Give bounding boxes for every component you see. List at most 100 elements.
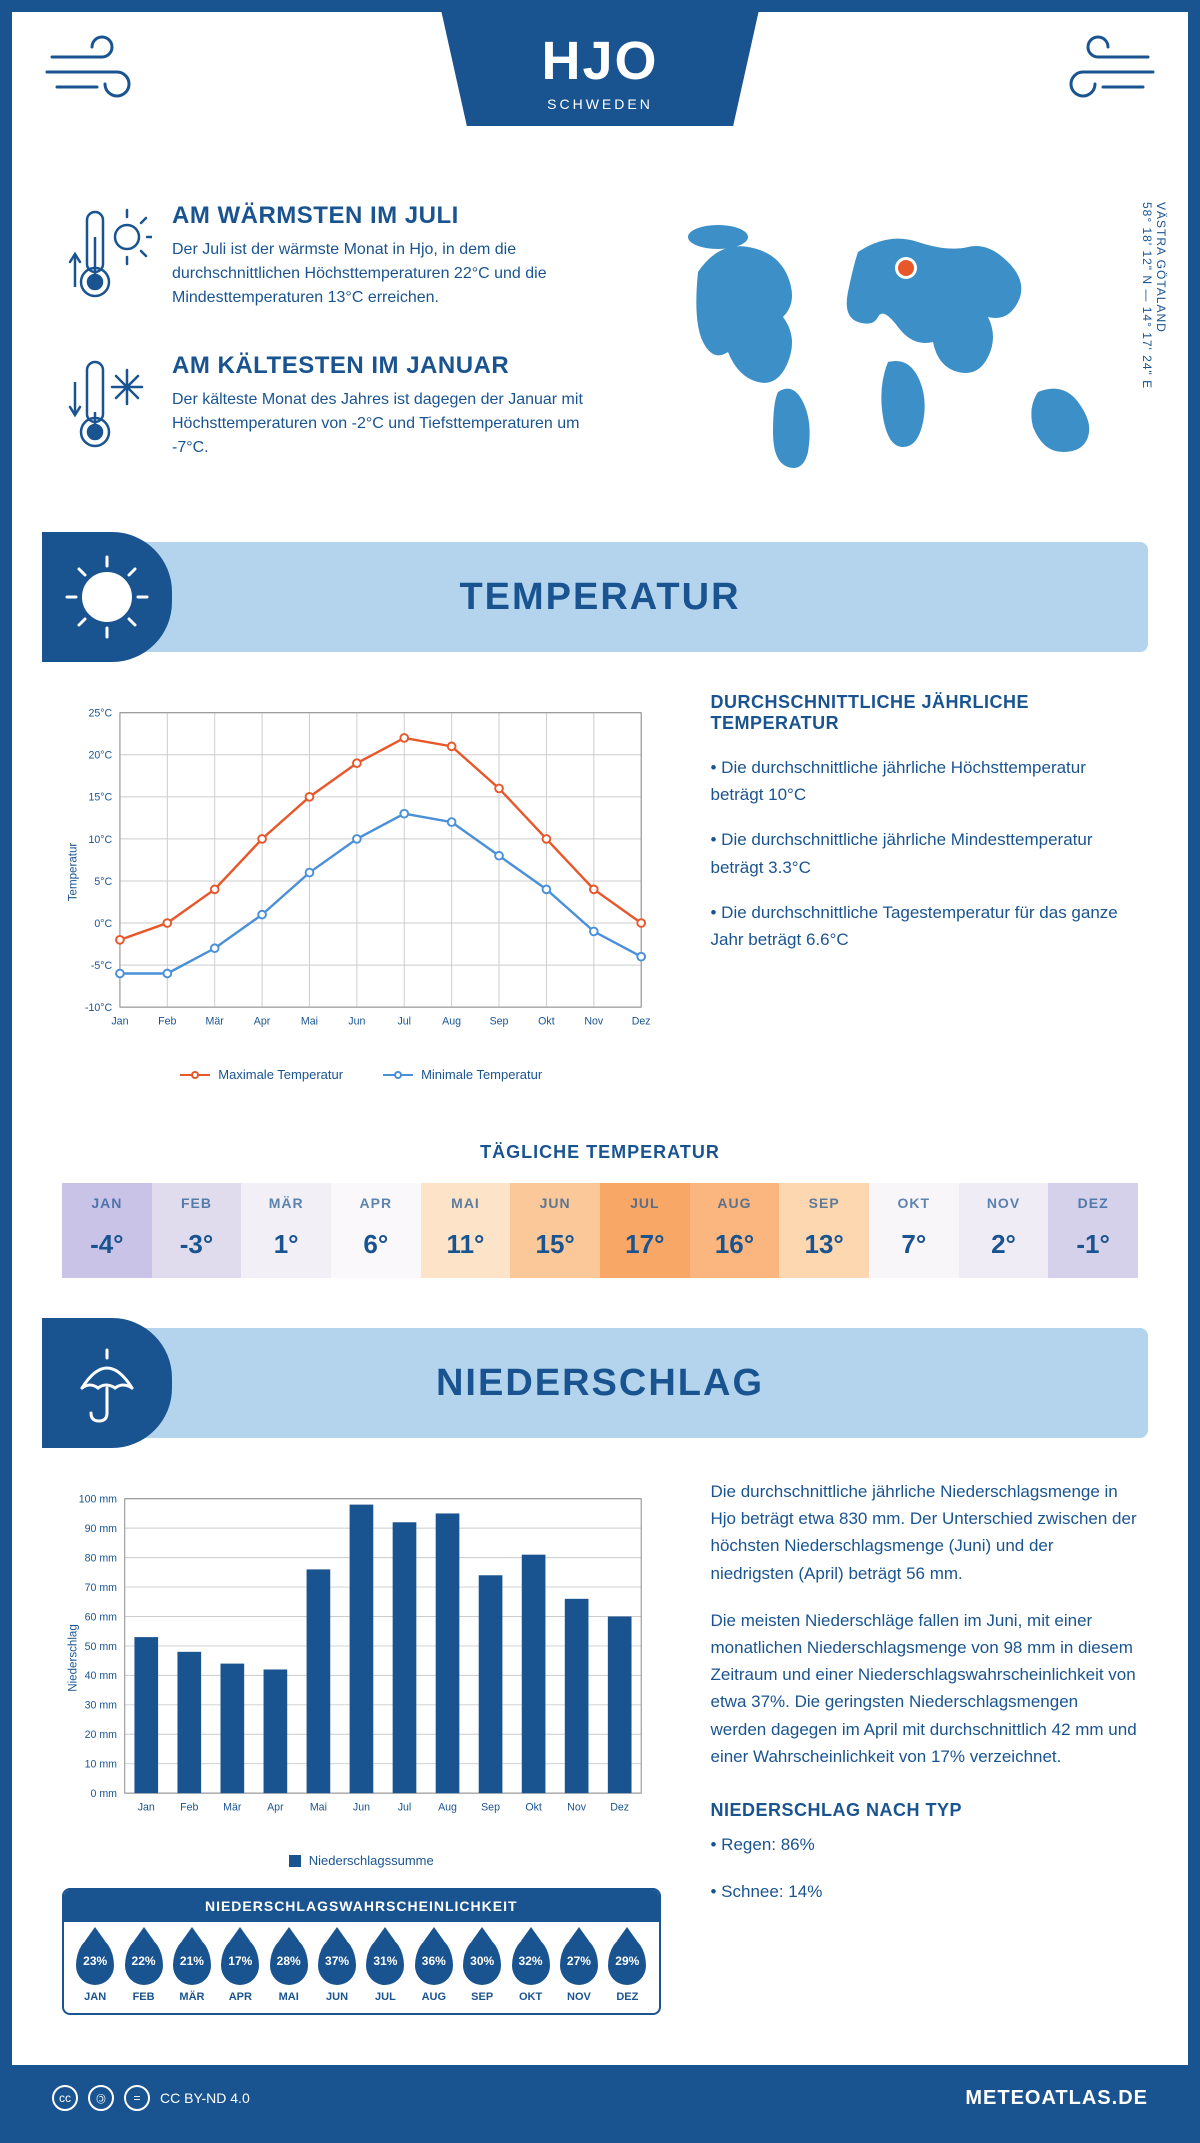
temp-bullet: • Die durchschnittliche jährliche Mindes… (711, 826, 1139, 880)
drop-month: OKT (507, 1991, 553, 2003)
svg-text:Jan: Jan (111, 1016, 128, 1028)
svg-text:80 mm: 80 mm (85, 1552, 118, 1564)
month-cell: FEB -3° (152, 1183, 242, 1278)
precip-para2: Die meisten Niederschläge fallen im Juni… (711, 1607, 1139, 1770)
svg-text:20 mm: 20 mm (85, 1729, 118, 1741)
month-cell: MÄR 1° (241, 1183, 331, 1278)
svg-text:Dez: Dez (610, 1802, 629, 1814)
month-cell: JUN 15° (510, 1183, 600, 1278)
info-row: AM WÄRMSTEN IM JULI Der Juli ist der wär… (12, 172, 1188, 542)
drop-cell: 29% DEZ (604, 1937, 650, 2003)
svg-text:Sep: Sep (481, 1802, 500, 1814)
svg-text:Nov: Nov (584, 1016, 604, 1028)
month-value: 6° (331, 1229, 421, 1260)
svg-text:Apr: Apr (254, 1016, 271, 1028)
svg-text:Jun: Jun (348, 1016, 365, 1028)
month-value: -1° (1048, 1229, 1138, 1260)
month-value: 13° (779, 1229, 869, 1260)
month-name: MAI (421, 1195, 511, 1211)
drop-cell: 31% JUL (362, 1937, 408, 2003)
warmest-text: Der Juli ist der wärmste Monat in Hjo, i… (172, 238, 618, 310)
svg-text:Aug: Aug (438, 1802, 457, 1814)
svg-text:Okt: Okt (525, 1802, 542, 1814)
svg-text:Sep: Sep (490, 1016, 509, 1028)
svg-text:Niederschlag: Niederschlag (67, 1624, 79, 1692)
umbrella-icon (42, 1318, 172, 1448)
city-title: HJO (541, 30, 658, 92)
svg-text:Jun: Jun (353, 1802, 370, 1814)
month-cell: NOV2° (959, 1183, 1049, 1278)
month-cell: JUL17° (600, 1183, 690, 1278)
drop-cell: 36% AUG (411, 1937, 457, 2003)
month-value: -3° (152, 1229, 242, 1260)
location-marker-icon (898, 260, 914, 276)
month-name: MÄR (241, 1195, 331, 1211)
drop-month: AUG (411, 1991, 457, 2003)
site-name: METEOATLAS.DE (965, 2087, 1148, 2110)
month-name: NOV (959, 1195, 1049, 1211)
coldest-block: AM KÄLTESTEN IM JANUAR Der kälteste Mona… (62, 352, 618, 467)
svg-text:Feb: Feb (158, 1016, 176, 1028)
raindrop-icon: 36% (415, 1937, 453, 1985)
svg-text:30 mm: 30 mm (85, 1700, 118, 1712)
month-cell: APR6° (331, 1183, 421, 1278)
month-name: SEP (779, 1195, 869, 1211)
month-name: JUN (510, 1195, 600, 1211)
raindrop-icon: 29% (608, 1937, 646, 1985)
svg-text:Jan: Jan (138, 1802, 155, 1814)
coldest-text: Der kälteste Monat des Jahres ist dagege… (172, 388, 618, 460)
month-value: 1° (241, 1229, 331, 1260)
raindrop-icon: 27% (560, 1937, 598, 1985)
month-value: 15° (510, 1229, 600, 1260)
raindrop-icon: 28% (270, 1937, 308, 1985)
month-cell: OKT7° (869, 1183, 959, 1278)
wind-icon (1048, 32, 1158, 117)
month-value: 7° (869, 1229, 959, 1260)
drop-cell: 22%FEB (120, 1937, 166, 2003)
drop-cell: 30% SEP (459, 1937, 505, 2003)
drop-month: JUN (314, 1991, 360, 2003)
month-name: AUG (690, 1195, 780, 1211)
month-cell: DEZ -1° (1048, 1183, 1138, 1278)
drop-month: JUL (362, 1991, 408, 2003)
svg-text:Okt: Okt (538, 1016, 555, 1028)
svg-text:0 mm: 0 mm (90, 1788, 117, 1800)
legend-item: Maximale Temperatur (180, 1067, 343, 1082)
raindrop-icon: 32% (512, 1937, 550, 1985)
drop-month: DEZ (604, 1991, 650, 2003)
svg-text:90 mm: 90 mm (85, 1523, 118, 1535)
month-cell: AUG16° (690, 1183, 780, 1278)
svg-text:Mär: Mär (206, 1016, 225, 1028)
drop-month: APR (217, 1991, 263, 2003)
month-value: 11° (421, 1229, 511, 1260)
type-bullet: • Schnee: 14% (711, 1878, 1139, 1905)
temp-bullet: • Die durchschnittliche Tagestemperatur … (711, 899, 1139, 953)
raindrop-icon: 31% (366, 1937, 404, 1985)
drop-month: SEP (459, 1991, 505, 2003)
drop-cell: 28%MAI (266, 1937, 312, 2003)
drop-month: NOV (556, 1991, 602, 2003)
drop-cell: 37%JUN (314, 1937, 360, 2003)
precip-type-title: NIEDERSCHLAG NACH TYP (711, 1800, 1139, 1821)
svg-text:100 mm: 100 mm (79, 1494, 117, 1506)
month-name: FEB (152, 1195, 242, 1211)
raindrop-icon: 30% (463, 1937, 501, 1985)
month-name: JAN (62, 1195, 152, 1211)
precip-legend-label: Niederschlagssumme (309, 1853, 434, 1868)
svg-text:Temperatur: Temperatur (67, 843, 79, 902)
svg-text:50 mm: 50 mm (85, 1641, 118, 1653)
drop-cell: 23%JAN (72, 1937, 118, 2003)
drop-month: JAN (72, 1991, 118, 2003)
temp-text-title: DURCHSCHNITTLICHE JÄHRLICHE TEMPERATUR (711, 692, 1139, 734)
svg-text:Nov: Nov (567, 1802, 587, 1814)
thermometer-hot-icon (62, 202, 152, 317)
drop-cell: 21% MÄR (169, 1937, 215, 2003)
by-icon: 🄯 (88, 2085, 114, 2111)
country-subtitle: SCHWEDEN (541, 96, 658, 112)
drop-cell: 17%APR (217, 1937, 263, 2003)
cc-icon: cc (52, 2085, 78, 2111)
raindrop-icon: 21% (173, 1937, 211, 1985)
drop-month: MÄR (169, 1991, 215, 2003)
svg-text:0°C: 0°C (94, 918, 112, 930)
month-name: DEZ (1048, 1195, 1138, 1211)
